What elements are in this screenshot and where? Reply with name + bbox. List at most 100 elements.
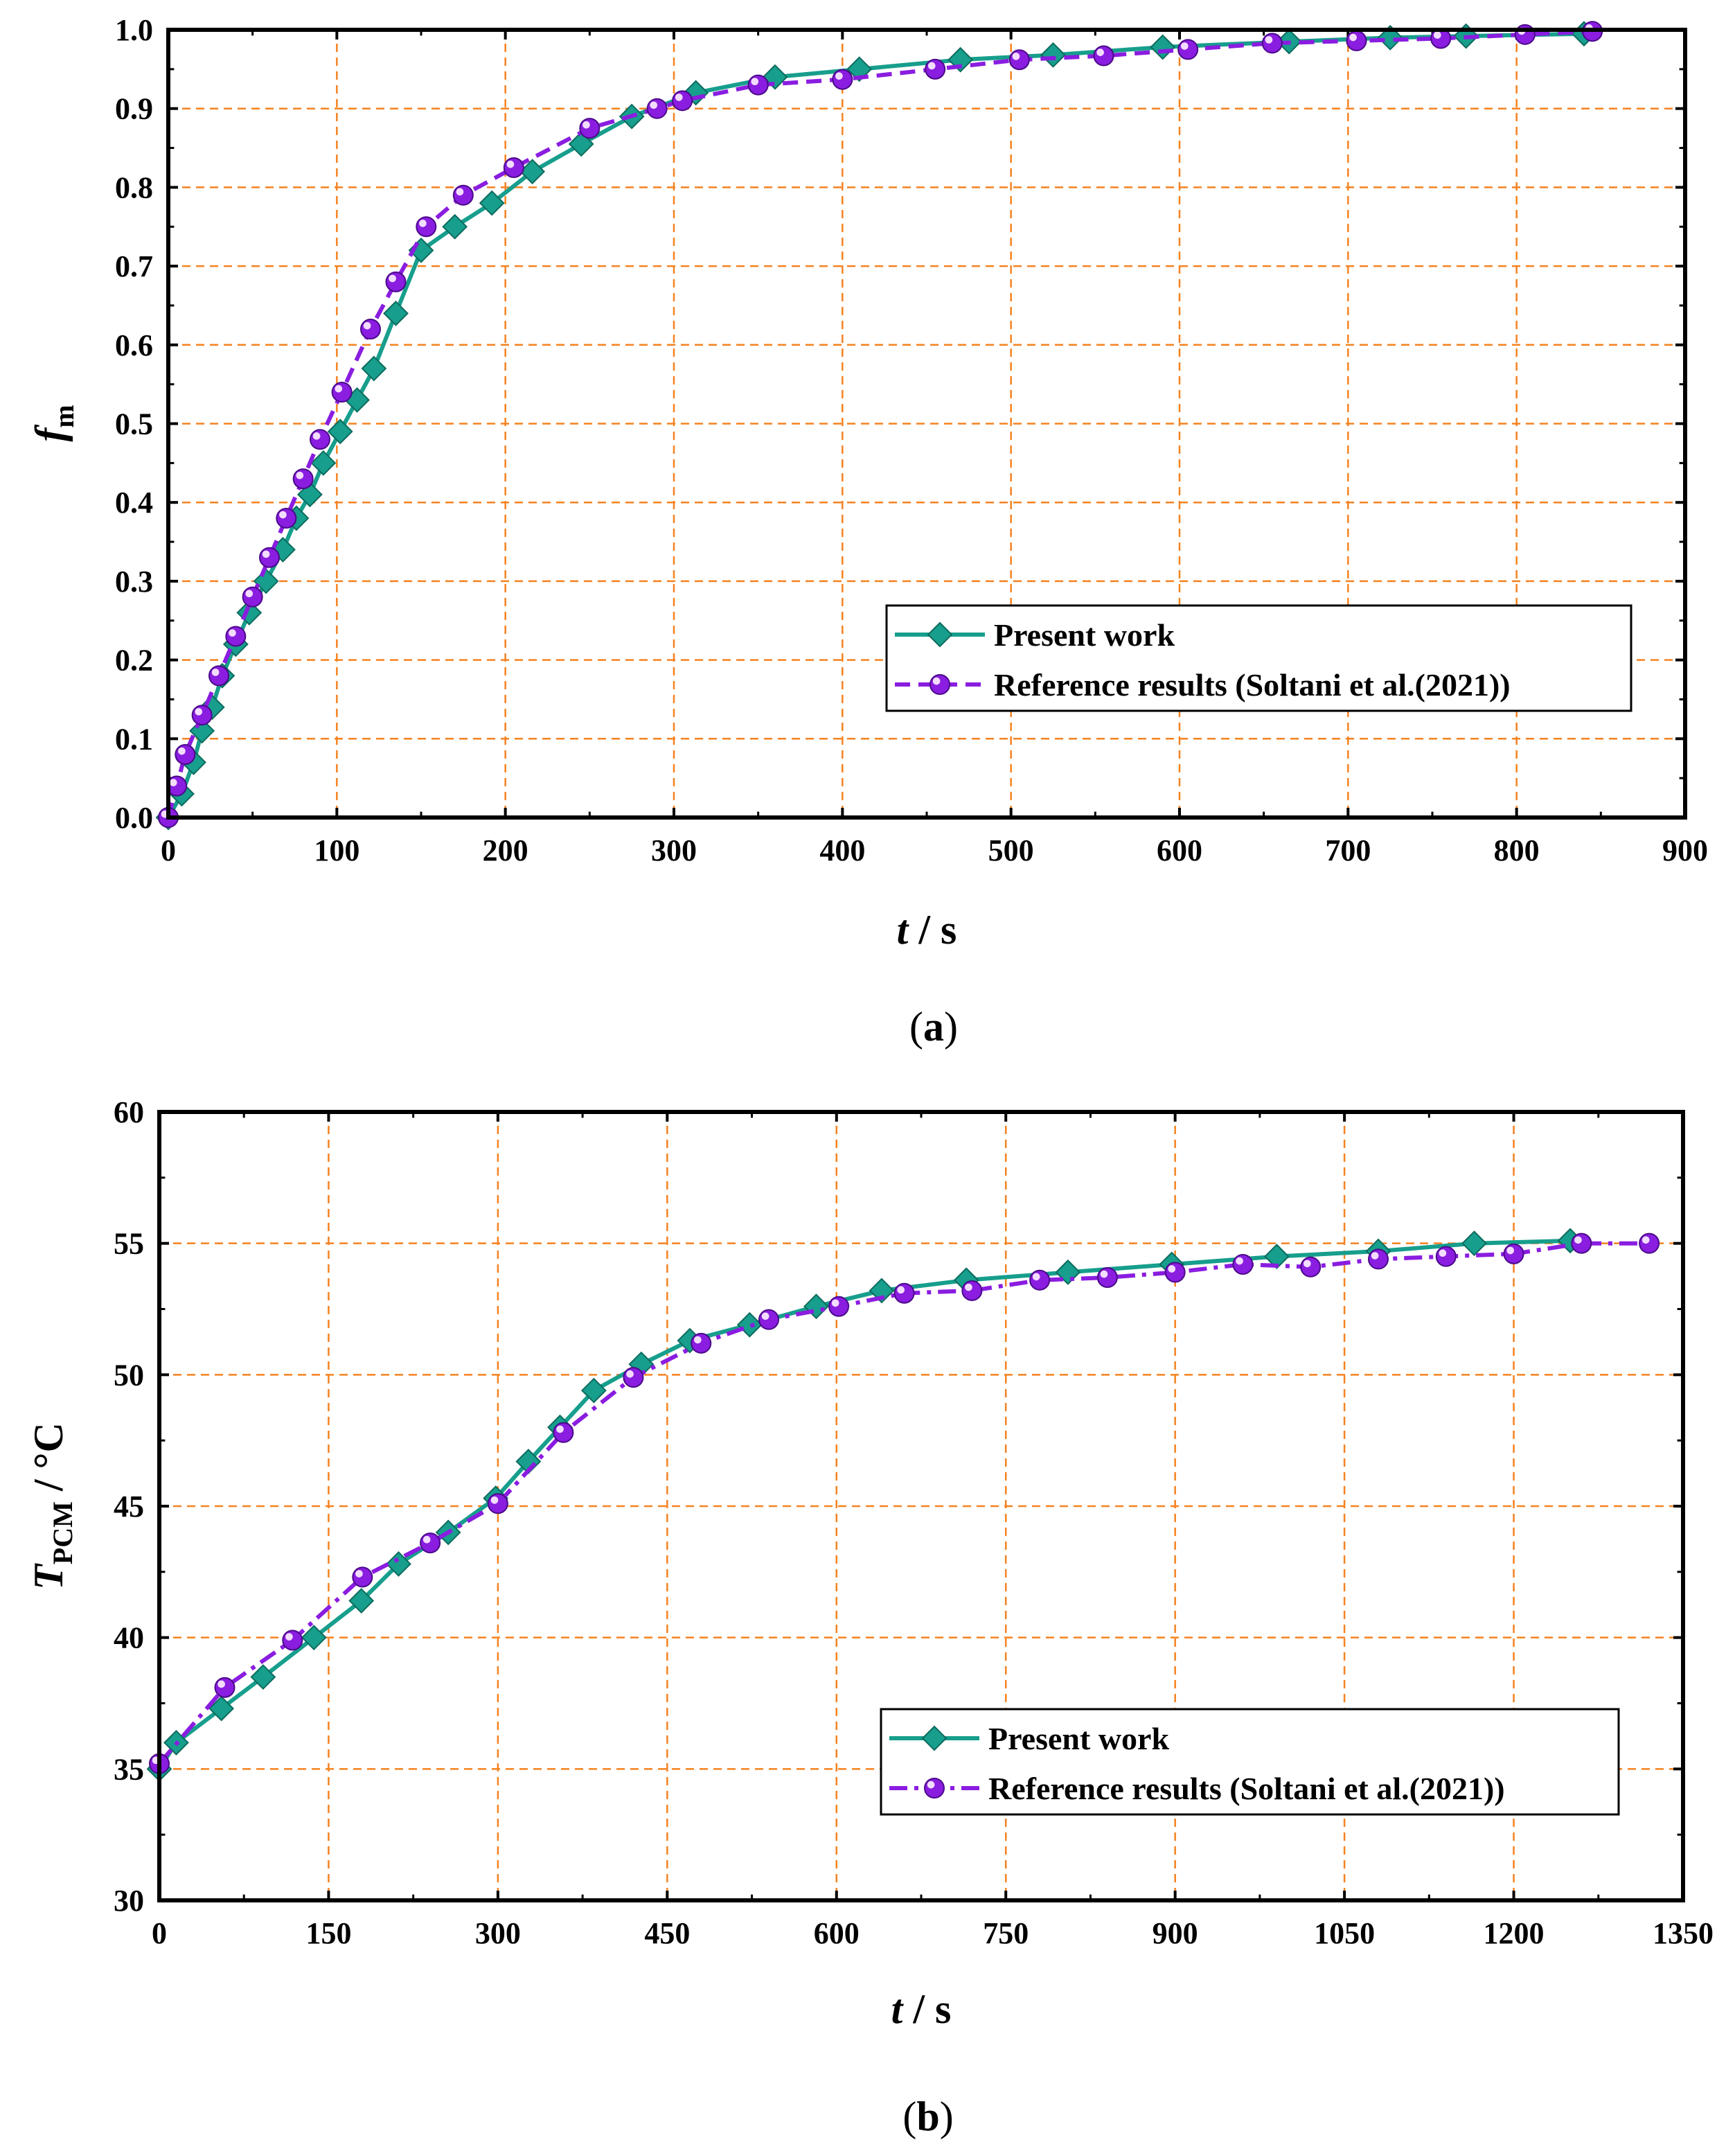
sphere-marker-highlight [831, 1299, 839, 1307]
data-point-sphere [276, 507, 297, 529]
legend-label: Reference results (Soltani et al.(2021)) [988, 1771, 1505, 1806]
sphere-marker-highlight [211, 669, 220, 676]
data-point-sphere [1096, 1266, 1118, 1288]
x-axis-unit: / s [902, 1986, 951, 2032]
y-axis-subscript: PCM [47, 1501, 78, 1564]
sphere-marker-highlight [1506, 1246, 1514, 1255]
data-point-diamond [736, 1311, 763, 1338]
data-point-diamond [327, 418, 353, 445]
sphere-marker-highlight [932, 677, 941, 685]
sphere-marker-body [191, 705, 213, 726]
data-point-sphere [1300, 1256, 1322, 1278]
sphere-marker-highlight [389, 274, 396, 283]
sphere-marker-highlight [1371, 1252, 1379, 1260]
sphere-marker-highlight [675, 94, 683, 101]
sphere-marker-highlight [169, 779, 177, 786]
data-point-sphere [1430, 28, 1452, 49]
data-point-sphere [452, 184, 474, 206]
data-point-sphere [1261, 33, 1283, 54]
sphere-marker-body [924, 1778, 945, 1799]
x-tick-label: 600 [1157, 833, 1202, 867]
sphere-marker-body [1093, 45, 1114, 67]
data-point-sphere [225, 626, 247, 647]
y-tick-label: 0.7 [115, 249, 153, 283]
panel-label-open: ( [909, 1004, 923, 1050]
series-reference-results [158, 21, 1603, 828]
sphere-marker-body [225, 626, 247, 647]
sphere-marker-body [929, 674, 950, 695]
sphere-marker-highlight [285, 1633, 293, 1641]
sphere-marker-body [1029, 1269, 1051, 1291]
sphere-marker-body [1503, 1243, 1524, 1264]
sphere-marker-highlight [1641, 1236, 1650, 1244]
sphere-marker-body [420, 1532, 441, 1554]
data-point-sphere [1368, 1248, 1389, 1270]
sphere-marker-highlight [363, 321, 371, 330]
data-point-sphere [292, 468, 314, 490]
sphere-marker-highlight [927, 1781, 935, 1789]
data-point-diamond [301, 1625, 327, 1651]
data-point-diamond [383, 300, 409, 326]
panel-label-close: ) [940, 2094, 954, 2139]
legend: Present work Reference results (Soltani e… [885, 604, 1632, 712]
sphere-marker-body [579, 118, 600, 139]
x-axis-variable: t [897, 907, 910, 953]
data-point-sphere [420, 1532, 441, 1554]
data-point-sphere [282, 1629, 303, 1651]
data-point-diamond [250, 1664, 276, 1690]
sphere-marker-body [1639, 1232, 1660, 1254]
data-point-sphere [1232, 1254, 1254, 1275]
data-point-diamond [310, 450, 337, 476]
sphere-marker-body [282, 1629, 303, 1651]
sphere-marker-highlight [355, 1570, 363, 1578]
sphere-marker-body [352, 1566, 373, 1588]
sphere-marker-highlight [1433, 31, 1441, 39]
panel-label: (a) [909, 1004, 958, 1050]
x-tick-label: 600 [814, 1916, 860, 1950]
x-tick-label: 400 [819, 833, 865, 867]
x-tick-label: 750 [983, 1916, 1029, 1950]
sphere-marker-body [1177, 39, 1199, 60]
sphere-marker-highlight [582, 121, 590, 129]
sphere-marker-body [292, 468, 314, 490]
sphere-marker-highlight [626, 1370, 634, 1378]
sphere-marker-highlight [490, 1496, 499, 1504]
y-tick-label: 0.6 [115, 328, 153, 362]
sphere-marker-highlight [1096, 48, 1104, 56]
plot-frame [157, 1110, 1685, 1902]
legend-marker-sphere [929, 674, 950, 695]
sphere-marker-highlight [1236, 1257, 1243, 1265]
panel-label: (b) [902, 2094, 953, 2139]
sphere-marker-body [259, 547, 280, 568]
data-point-sphere [191, 705, 213, 726]
sphere-marker-body [925, 58, 946, 80]
sphere-marker-body [1261, 33, 1283, 54]
data-point-sphere [416, 216, 437, 238]
sphere-marker-body [1008, 49, 1030, 71]
sphere-marker-body [1096, 1266, 1118, 1288]
data-point-sphere [553, 1422, 574, 1443]
sphere-marker-highlight [965, 1283, 972, 1291]
data-point-sphere [828, 1296, 850, 1317]
legend-item: Present work [889, 1721, 1169, 1756]
legend-box [880, 1708, 1620, 1816]
data-point-diamond [1461, 1230, 1487, 1257]
y-axis-title: TPCM / °C [26, 1422, 78, 1590]
data-point-sphere [208, 665, 229, 687]
grid-lines [168, 30, 1685, 818]
sphere-marker-highlight [1439, 1249, 1447, 1257]
data-point-sphere [925, 58, 946, 80]
data-point-diamond [361, 355, 387, 382]
sphere-marker-body [828, 1296, 850, 1317]
data-point-sphere [579, 118, 600, 139]
x-axis-title: t / s [891, 1986, 952, 2032]
sphere-marker-body [1232, 1254, 1254, 1275]
sphere-marker-body [832, 69, 853, 90]
y-tick-label: 0.9 [115, 92, 153, 126]
panel-label-open: ( [902, 2094, 916, 2139]
legend-label: Present work [988, 1721, 1169, 1756]
y-tick-label: 40 [114, 1621, 144, 1655]
sphere-marker-body [553, 1422, 574, 1443]
sphere-marker-body [310, 429, 330, 450]
